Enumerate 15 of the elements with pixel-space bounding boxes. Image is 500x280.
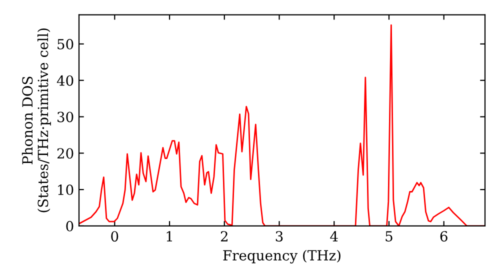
y-tick-label: 0 xyxy=(66,220,74,232)
x-tick-label: 4 xyxy=(330,231,338,242)
y-tick-label: 10 xyxy=(58,184,74,196)
x-axis-title: Frequency (THz) xyxy=(223,250,340,264)
x-tick-label: 3 xyxy=(276,231,283,242)
x-tick-label: 0 xyxy=(111,231,118,242)
y-axis-title: Phonon DOS (States/THz·primitive cell) xyxy=(22,28,51,212)
x-tick-label: 5 xyxy=(386,231,392,242)
y-tick-label: 40 xyxy=(56,75,74,86)
y-tick-label: 50 xyxy=(58,38,74,50)
x-tick-label: 6 xyxy=(440,231,448,242)
x-tick-label: 2 xyxy=(220,231,228,242)
x-tick-label: 1 xyxy=(166,231,172,242)
y-tick-label: 20 xyxy=(57,148,74,159)
y-tick-label: 30 xyxy=(58,112,74,122)
